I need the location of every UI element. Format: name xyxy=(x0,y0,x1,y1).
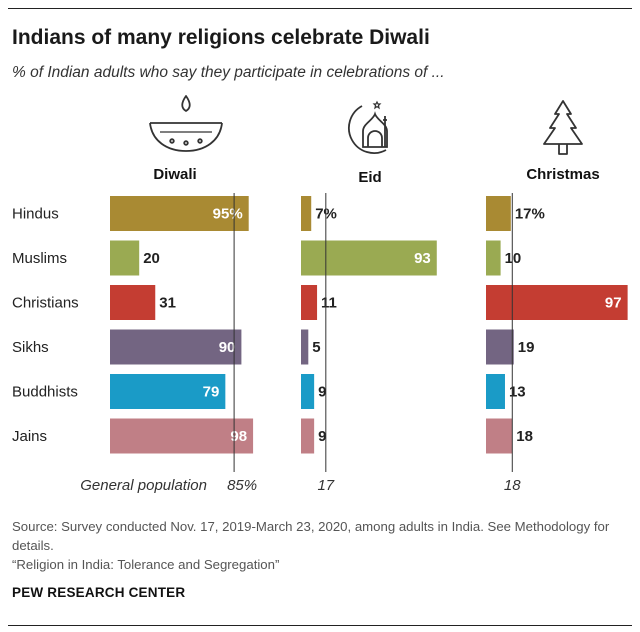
category-label-sikhs: Sikhs xyxy=(12,339,49,356)
reference-value-eid: 17 xyxy=(317,477,334,494)
data-label-diwali-christians: 31 xyxy=(159,295,176,312)
christmas-tree-icon xyxy=(543,100,583,155)
bottom-rule xyxy=(8,625,632,626)
panel-label-eid: Eid xyxy=(358,169,381,186)
data-label-diwali-sikhs: 90 xyxy=(219,339,236,356)
reference-value-diwali: 85% xyxy=(227,477,257,494)
bar-eid-christians xyxy=(301,285,318,320)
data-label-eid-muslims: 93 xyxy=(414,250,431,267)
data-label-diwali-buddhists: 79 xyxy=(203,384,220,401)
data-label-diwali-jains: 98 xyxy=(230,428,247,445)
report-title: “Religion in India: Tolerance and Segreg… xyxy=(12,557,280,572)
category-label-christians: Christians xyxy=(12,295,79,312)
source-text: Source: Survey conducted Nov. 17, 2019-M… xyxy=(12,519,610,553)
bar-christmas-buddhists xyxy=(486,374,505,409)
bar-diwali-muslims xyxy=(110,240,140,276)
bar-eid-muslims xyxy=(301,240,437,276)
bar-christmas-sikhs xyxy=(486,329,514,365)
org-name: PEW RESEARCH CENTER xyxy=(12,585,186,600)
data-label-christmas-jains: 18 xyxy=(516,428,533,445)
data-label-eid-christians: 11 xyxy=(321,295,337,312)
bar-eid-sikhs xyxy=(301,329,309,365)
panel-label-diwali: Diwali xyxy=(153,166,196,183)
category-label-buddhists: Buddhists xyxy=(12,384,78,401)
bar-eid-jains xyxy=(301,418,315,454)
bar-eid-buddhists xyxy=(301,374,315,409)
general-population-label: General population xyxy=(80,477,207,494)
bar-christmas-jains xyxy=(486,418,513,454)
bar-diwali-buddhists xyxy=(110,374,226,409)
panel-label-christmas: Christmas xyxy=(526,166,599,183)
data-label-christmas-sikhs: 19 xyxy=(518,339,535,356)
mosque-crescent-icon xyxy=(348,100,388,154)
bar-diwali-christians xyxy=(110,285,156,320)
diya-lamp-icon xyxy=(149,95,223,152)
category-label-jains: Jains xyxy=(12,428,47,445)
data-label-eid-buddhists: 9 xyxy=(318,384,326,401)
bar-christmas-christians xyxy=(486,285,628,320)
bar-diwali-hindus xyxy=(110,196,249,231)
bar-christmas-hindus xyxy=(486,196,511,231)
chart-canvas: Diwali Eid Christmas Hindus 95% 7% 17%Musli… xyxy=(12,95,628,494)
bar-eid-hindus xyxy=(301,196,312,231)
source-note: Source: Survey conducted Nov. 17, 2019-M… xyxy=(12,517,622,574)
reference-value-christmas: 18 xyxy=(504,477,521,494)
top-rule xyxy=(8,8,632,9)
data-label-eid-sikhs: 5 xyxy=(312,339,320,356)
bar-diwali-sikhs xyxy=(110,329,242,365)
chart-title: Indians of many religions celebrate Diwa… xyxy=(12,26,430,49)
category-label-muslims: Muslims xyxy=(12,250,67,267)
data-label-christmas-hindus: 17% xyxy=(515,206,545,223)
bar-diwali-jains xyxy=(110,418,254,454)
data-label-christmas-muslims: 10 xyxy=(505,250,522,267)
bar-christmas-muslims xyxy=(486,240,501,276)
category-label-hindus: Hindus xyxy=(12,206,59,223)
data-label-diwali-hindus: 95% xyxy=(213,206,243,223)
data-label-diwali-muslims: 20 xyxy=(143,250,160,267)
chart-subtitle: % of Indian adults who say they particip… xyxy=(12,64,445,81)
data-label-christmas-buddhists: 13 xyxy=(509,384,526,401)
data-label-christmas-christians: 97 xyxy=(605,295,622,312)
data-label-eid-jains: 9 xyxy=(318,428,326,445)
